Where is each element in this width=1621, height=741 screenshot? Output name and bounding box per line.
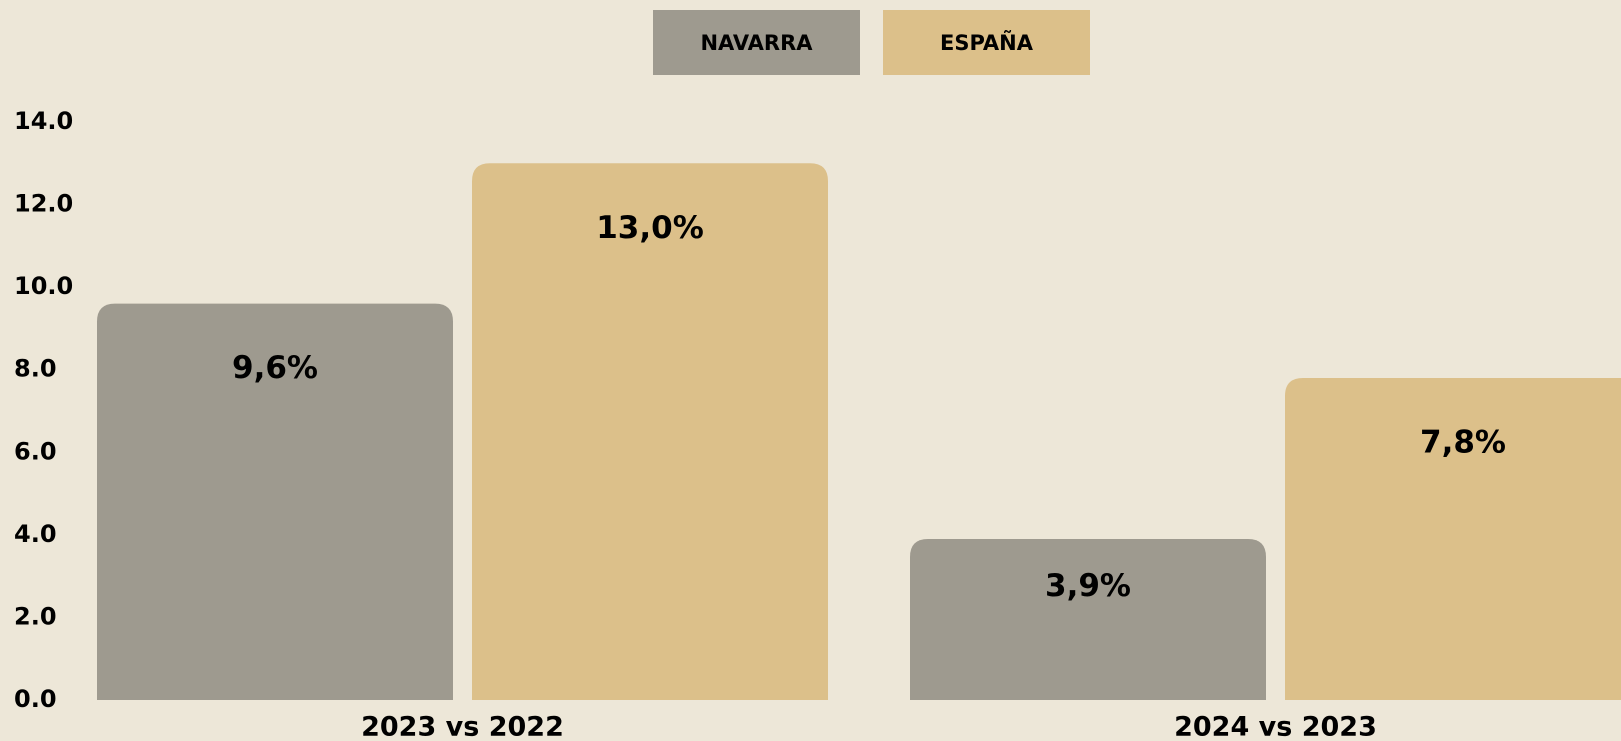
y-tick-label: 10.0 [14,272,73,300]
bar [97,303,453,700]
y-tick-label: 14.0 [14,107,73,135]
x-tick-label: 2023 vs 2022 [361,712,564,741]
y-tick-label: 8.0 [14,355,57,383]
y-tick-label: 12.0 [14,190,73,218]
y-tick-label: 0.0 [14,685,57,713]
legend-label: ESPAÑA [940,30,1034,55]
legend-label: NAVARRA [700,31,813,55]
x-tick-label: 2024 vs 2023 [1174,712,1377,741]
data-label: 7,8% [1420,424,1506,460]
data-label: 3,9% [1045,568,1131,604]
y-tick-label: 6.0 [14,437,57,465]
bar [910,538,1266,700]
bar [472,163,828,701]
y-tick-label: 2.0 [14,602,57,630]
data-label: 9,6% [232,350,318,386]
data-label: 13,0% [596,210,704,246]
legend-swatch [653,10,860,75]
bar [1285,377,1621,700]
legend-swatch [883,10,1090,75]
y-tick-label: 4.0 [14,520,57,548]
